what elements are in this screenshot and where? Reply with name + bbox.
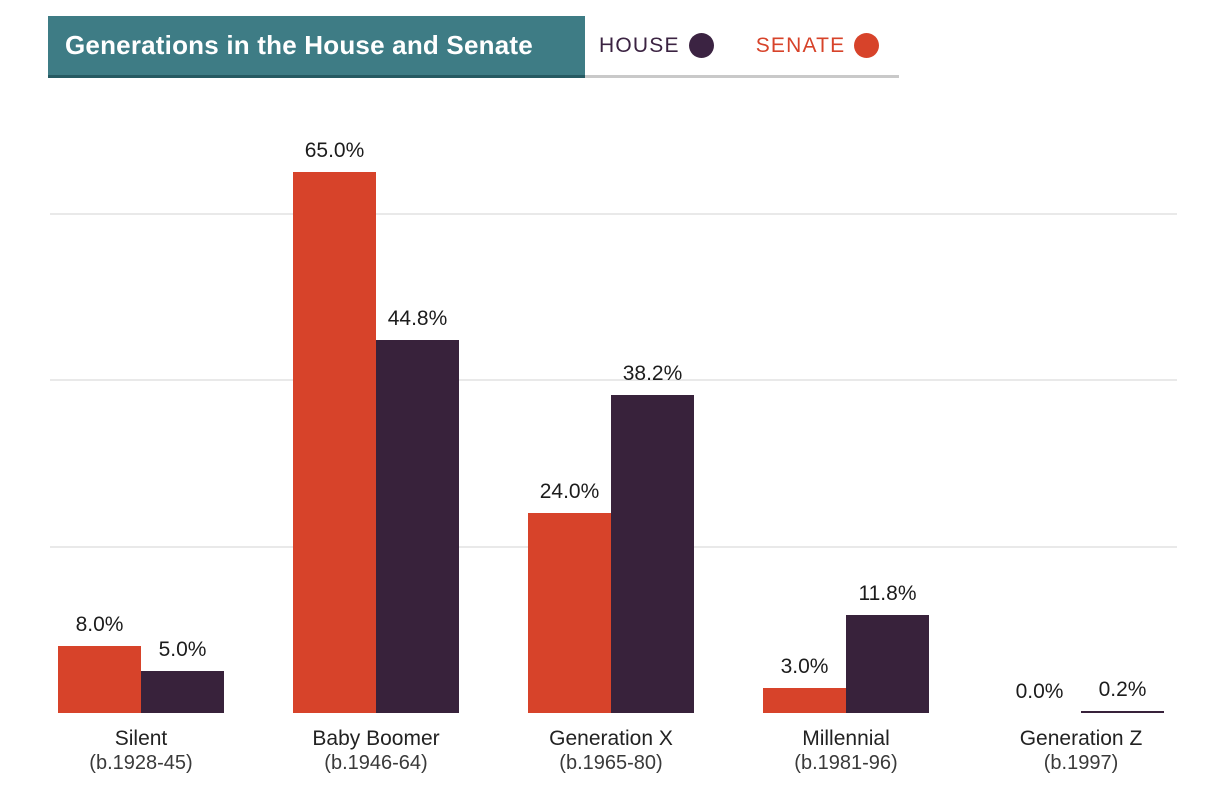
chart-legend: HOUSE SENATE — [585, 16, 899, 78]
bar-house-millennial — [846, 614, 929, 713]
bar-house-generation-z — [1081, 710, 1164, 713]
category-birth-years: (b.1997) — [1043, 752, 1119, 774]
bar-senate-baby-boomer — [293, 172, 376, 713]
chart-title-box: Generations in the House and Senate — [48, 16, 585, 78]
category-label-millennial: Millennial (b.1981-96) — [794, 726, 897, 776]
category-label-generation-z: Generation Z (b.1997) — [1020, 726, 1143, 776]
bar-senate-silent — [58, 646, 141, 713]
category-name: Baby Boomer — [312, 727, 440, 750]
value-label-senate-silent: 8.0% — [75, 613, 124, 637]
value-label-house-silent: 5.0% — [158, 638, 207, 662]
category-birth-years: (b.1946-64) — [324, 752, 428, 774]
value-label-senate-baby-boomer: 65.0% — [304, 139, 365, 163]
chart-title: Generations in the House and Senate — [65, 30, 533, 60]
category-birth-years: (b.1928-45) — [89, 752, 193, 774]
category-label-baby-boomer: Baby Boomer (b.1946-64) — [312, 726, 439, 776]
legend-item-house: HOUSE — [599, 33, 714, 58]
category-name: Generation X — [549, 727, 673, 750]
bar-senate-generation-x — [528, 513, 611, 713]
gridline-40 — [50, 379, 1177, 382]
category-name: Millennial — [802, 727, 890, 750]
category-label-silent: Silent (b.1928-45) — [89, 726, 192, 776]
legend-item-senate: SENATE — [756, 33, 880, 58]
value-label-senate-generation-x: 24.0% — [539, 480, 600, 504]
bar-house-generation-x — [611, 395, 694, 713]
senate-dot-icon — [854, 33, 880, 58]
value-label-senate-generation-z: 0.0% — [1015, 680, 1064, 703]
value-label-house-generation-x: 38.2% — [622, 362, 683, 386]
value-label-house-baby-boomer: 44.8% — [387, 307, 448, 331]
value-label-house-millennial: 11.8% — [858, 581, 917, 605]
bar-house-silent — [141, 671, 224, 713]
category-name: Silent — [114, 727, 168, 750]
category-name: Generation Z — [1019, 727, 1143, 750]
category-birth-years: (b.1981-96) — [794, 752, 898, 774]
house-dot-icon — [688, 33, 714, 58]
value-label-senate-millennial: 3.0% — [780, 655, 829, 679]
bar-house-baby-boomer — [376, 340, 459, 713]
legend-label-senate: SENATE — [755, 33, 846, 57]
value-label-house-generation-z: 0.2% — [1098, 677, 1147, 701]
gridline-60 — [50, 212, 1177, 215]
legend-label-house: HOUSE — [599, 33, 680, 57]
bar-senate-millennial — [763, 688, 846, 713]
category-label-generation-x: Generation X (b.1965-80) — [549, 726, 673, 776]
category-birth-years: (b.1965-80) — [559, 752, 663, 774]
